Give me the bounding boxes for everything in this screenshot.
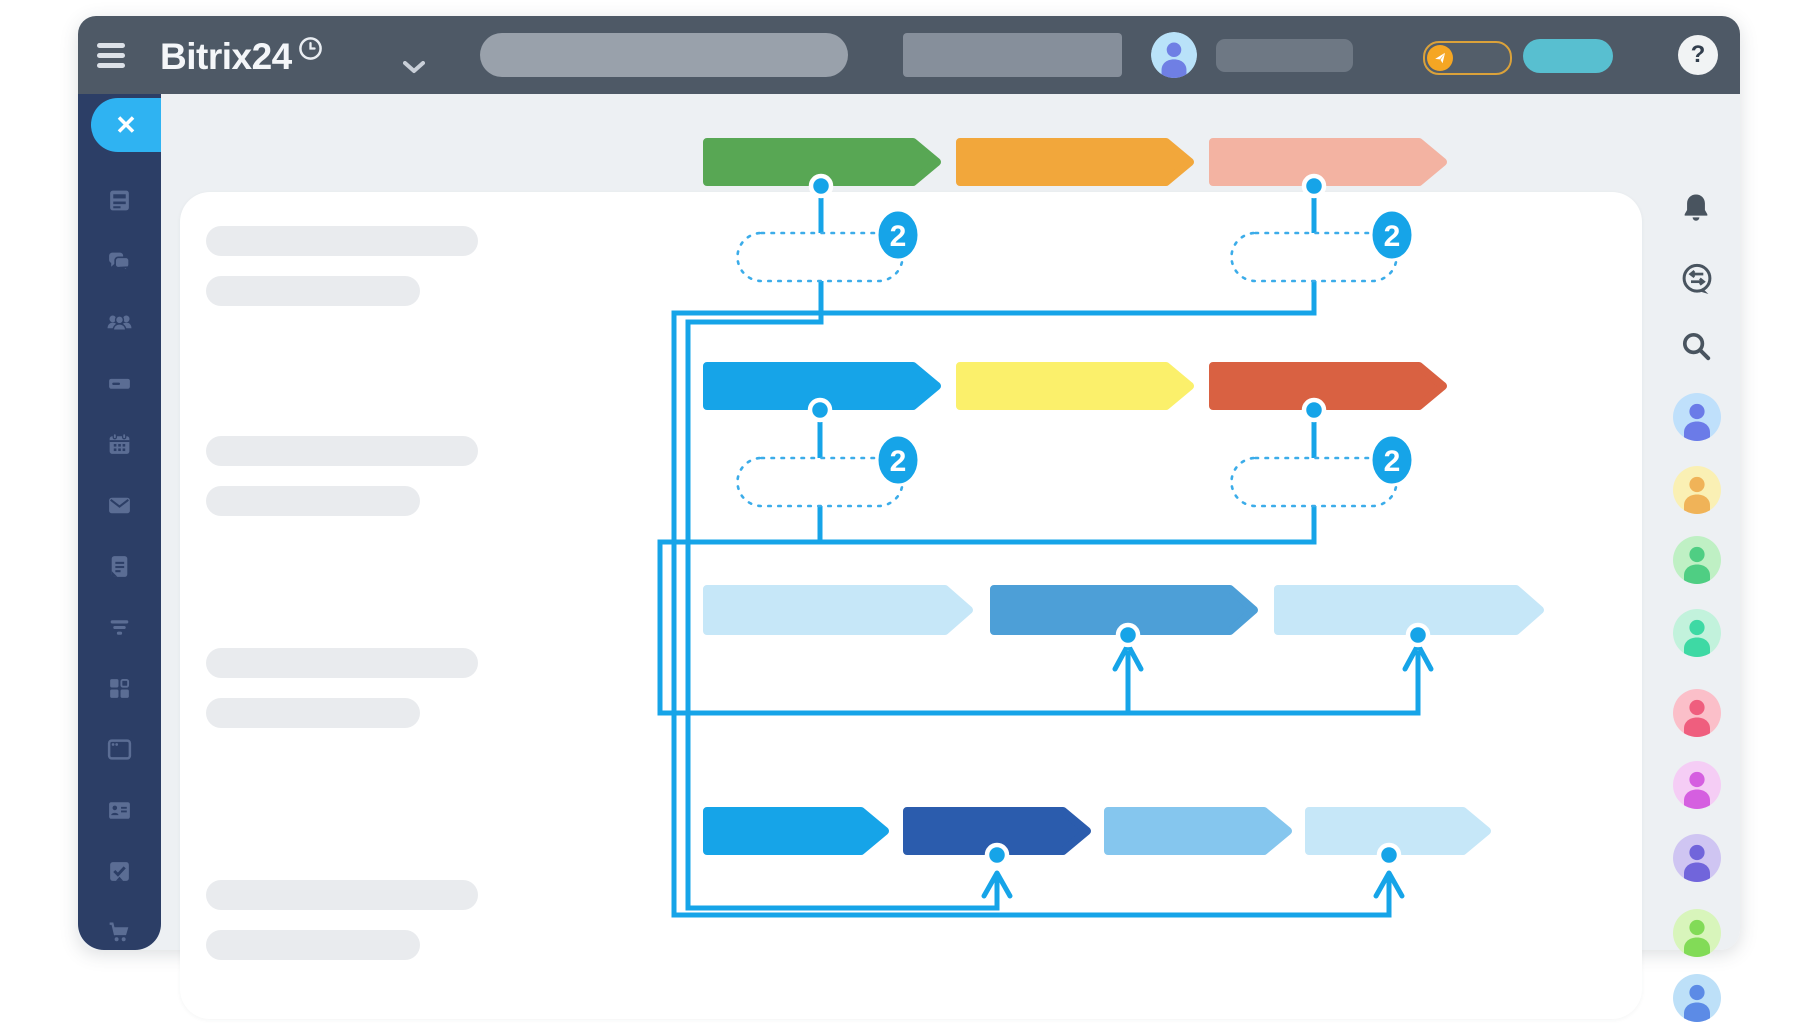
search-icon[interactable] xyxy=(1679,329,1713,368)
rail-user-avatar[interactable] xyxy=(1673,974,1721,1022)
sidebar-item-contacts[interactable] xyxy=(106,797,133,824)
sidebar-item-store[interactable] xyxy=(106,919,133,946)
help-button[interactable]: ? xyxy=(1678,35,1718,75)
clock-icon xyxy=(298,36,323,66)
search-input[interactable] xyxy=(480,33,848,77)
sidebar-item-documents[interactable] xyxy=(106,553,133,580)
rail-user-avatar[interactable] xyxy=(1673,466,1721,514)
rail-user-avatar[interactable] xyxy=(1673,689,1721,737)
toolbar-placeholder xyxy=(903,33,1122,77)
sidebar-item-employees[interactable] xyxy=(106,309,133,336)
chevron-down-icon[interactable] xyxy=(403,61,425,79)
sidebar-item-drive[interactable] xyxy=(106,370,133,397)
bitrix24-app-window: Bitrix24 ? xyxy=(78,16,1740,1022)
sidebar-item-mail[interactable] xyxy=(106,492,133,519)
sidebar-item-tasks[interactable] xyxy=(106,858,133,885)
right-rail xyxy=(1655,172,1740,1028)
text-placeholder xyxy=(206,930,420,960)
logo-text: Bitrix24 xyxy=(160,36,292,77)
sidebar-item-live-feed[interactable] xyxy=(106,187,133,214)
menu-hamburger-icon[interactable] xyxy=(97,42,125,70)
sidebar-item-sites[interactable] xyxy=(106,736,133,763)
rail-user-avatar[interactable] xyxy=(1673,761,1721,809)
rail-user-avatar[interactable] xyxy=(1673,609,1721,657)
rail-user-avatar[interactable] xyxy=(1673,909,1721,957)
text-placeholder xyxy=(206,226,478,256)
close-icon: ✕ xyxy=(115,109,137,140)
content-area xyxy=(78,94,1740,1022)
sidebar-item-calendar[interactable] xyxy=(106,431,133,458)
text-placeholder xyxy=(206,486,420,516)
logo: Bitrix24 xyxy=(160,36,323,78)
sidebar-close-button[interactable]: ✕ xyxy=(91,98,161,152)
notifications-bell-icon[interactable] xyxy=(1679,191,1713,230)
rail-user-avatar[interactable] xyxy=(1673,536,1721,584)
left-sidebar: ✕ xyxy=(78,94,161,950)
main-card xyxy=(180,192,1642,1019)
user-avatar[interactable] xyxy=(1151,32,1197,78)
rail-user-avatar[interactable] xyxy=(1673,834,1721,882)
text-placeholder xyxy=(206,880,478,910)
sidebar-item-applications[interactable] xyxy=(106,675,133,702)
sidebar-item-crm-funnel[interactable] xyxy=(106,614,133,641)
rail-user-avatar[interactable] xyxy=(1673,393,1721,441)
upgrade-button[interactable] xyxy=(1523,39,1613,73)
trial-plan-button[interactable] xyxy=(1423,41,1512,75)
help-label: ? xyxy=(1690,41,1706,68)
text-placeholder xyxy=(206,648,478,678)
text-placeholder xyxy=(206,276,420,306)
send-plane-icon xyxy=(1427,45,1453,71)
username-placeholder[interactable] xyxy=(1216,39,1353,72)
sidebar-item-messenger[interactable] xyxy=(106,248,133,275)
text-placeholder xyxy=(206,698,420,728)
history-exchange-icon[interactable] xyxy=(1679,261,1715,302)
top-bar: Bitrix24 ? xyxy=(78,16,1740,94)
text-placeholder xyxy=(206,436,478,466)
